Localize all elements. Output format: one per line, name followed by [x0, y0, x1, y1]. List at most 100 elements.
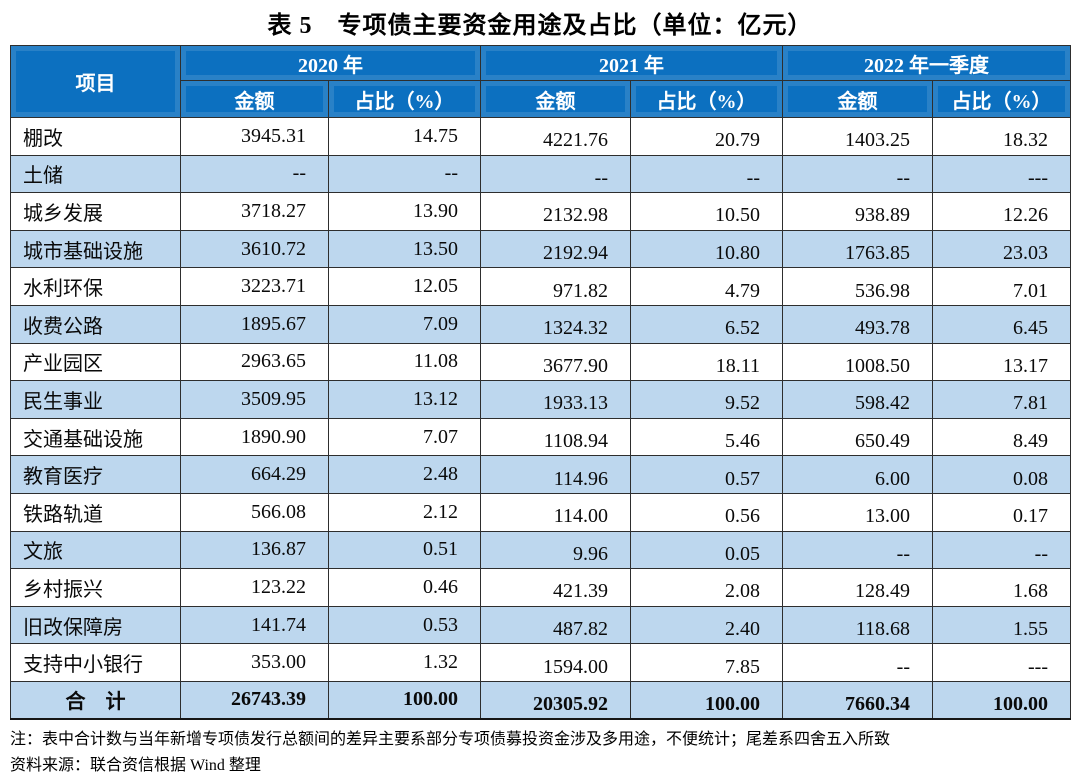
cell: 664.29 [180, 455, 329, 494]
row-label: 教育医疗 [10, 455, 181, 494]
column-header-year-2021: 2021 年 [480, 45, 783, 81]
note-line: 注：表中合计数与当年新增专项债发行总额间的差异主要系部分专项债募投资金涉及多用途… [10, 731, 891, 748]
cell: 7.07 [328, 417, 481, 457]
column-header-amount-2021: 金额 [480, 80, 631, 118]
cell: 11.08 [328, 342, 481, 382]
row-label: 收费公路 [10, 304, 181, 344]
table-row: 铁路轨道 566.08 2.12 114.00 0.56 13.00 0.17 [10, 492, 1071, 532]
row-label: 民生事业 [10, 380, 181, 419]
column-header-pct-2021: 占比（%） [630, 80, 783, 118]
row-label: 产业园区 [10, 342, 181, 382]
cell: 3718.27 [180, 192, 329, 231]
cell: 13.50 [328, 229, 481, 269]
row-label: 旧改保障房 [10, 605, 181, 645]
cell: 0.05 [630, 530, 783, 570]
cell: 353.00 [180, 643, 329, 682]
cell: 2.48 [328, 455, 481, 494]
row-label: 乡村振兴 [10, 568, 181, 607]
cell: 2.12 [328, 492, 481, 532]
cell: 136.87 [180, 530, 329, 570]
table-header: 项目 2020 年 2021 年 2022 年一季度 金额 占比（%） 金额 占… [10, 45, 1071, 118]
cell: 2192.94 [480, 229, 631, 269]
cell: 9.52 [630, 380, 783, 419]
cell: 3610.72 [180, 229, 329, 269]
table-row: 土储 -- -- -- -- -- --- [10, 154, 1071, 194]
cell: 1108.94 [480, 417, 631, 457]
table-row: 民生事业 3509.95 13.12 1933.13 9.52 598.42 7.81 [10, 380, 1071, 419]
table-row: 棚改 3945.31 14.75 4221.76 20.79 1403.25 18.32 [10, 117, 1071, 156]
cell: -- [932, 530, 1071, 570]
cell: 123.22 [180, 568, 329, 607]
cell: 6.45 [932, 304, 1071, 344]
table-row: 文旅 136.87 0.51 9.96 0.05 -- -- [10, 530, 1071, 570]
footnotes: 注：表中合计数与当年新增专项债发行总额间的差异主要系部分专项债募投资金涉及多用途… [10, 727, 1080, 778]
row-label: 棚改 [10, 117, 181, 156]
cell: 7.09 [328, 304, 481, 344]
cell: 10.80 [630, 229, 783, 269]
cell: 18.11 [630, 342, 783, 382]
cell: 2132.98 [480, 192, 631, 231]
cell: -- [180, 154, 329, 194]
table-row: 水利环保 3223.71 12.05 971.82 4.79 536.98 7.01 [10, 267, 1071, 306]
row-label: 水利环保 [10, 267, 181, 306]
cell: 13.12 [328, 380, 481, 419]
cell: 7.01 [932, 267, 1071, 306]
cell: 5.46 [630, 417, 783, 457]
cell: 3223.71 [180, 267, 329, 306]
cell: 100.00 [328, 680, 481, 720]
cell: 0.08 [932, 455, 1071, 494]
cell: 0.46 [328, 568, 481, 607]
cell: -- [782, 530, 933, 570]
cell: 1594.00 [480, 643, 631, 682]
cell: 100.00 [630, 680, 783, 720]
cell: 14.75 [328, 117, 481, 156]
cell: 4.79 [630, 267, 783, 306]
cell: 10.50 [630, 192, 783, 231]
cell: -- [480, 154, 631, 194]
source-line: 资料来源：联合资信根据 Wind 整理 [10, 756, 261, 774]
cell: 100.00 [932, 680, 1071, 720]
cell: 0.57 [630, 455, 783, 494]
row-label: 支持中小银行 [10, 643, 181, 682]
column-header-pct-2020: 占比（%） [328, 80, 481, 118]
cell: 1.55 [932, 605, 1071, 645]
cell: 1403.25 [782, 117, 933, 156]
table-row: 产业园区 2963.65 11.08 3677.90 18.11 1008.50 13.17 [10, 342, 1071, 382]
table-row: 交通基础设施 1890.90 7.07 1108.94 5.46 650.49 8.49 [10, 417, 1071, 457]
cell: -- [782, 643, 933, 682]
column-header-amount-2022q1: 金额 [782, 80, 933, 118]
cell: --- [932, 154, 1071, 194]
cell: 3677.90 [480, 342, 631, 382]
row-label: 文旅 [10, 530, 181, 570]
table-row: 支持中小银行 353.00 1.32 1594.00 7.85 -- --- [10, 643, 1071, 682]
cell: -- [328, 154, 481, 194]
page-title: 表 5 专项债主要资金用途及占比（单位：亿元） [267, 13, 813, 39]
cell: 0.56 [630, 492, 783, 532]
cell: 20305.92 [480, 680, 631, 720]
cell: 128.49 [782, 568, 933, 607]
table-row: 城乡发展 3718.27 13.90 2132.98 10.50 938.89 12.26 [10, 192, 1071, 231]
cell: 13.00 [782, 492, 933, 532]
cell: 1324.32 [480, 304, 631, 344]
cell: 1890.90 [180, 417, 329, 457]
cell: 1.32 [328, 643, 481, 682]
column-header-year-2020: 2020 年 [180, 45, 481, 81]
cell: 114.96 [480, 455, 631, 494]
cell: 1895.67 [180, 304, 329, 344]
column-header-project: 项目 [10, 45, 181, 118]
cell: 26743.39 [180, 680, 329, 720]
cell: 1763.85 [782, 229, 933, 269]
row-label: 城市基础设施 [10, 229, 181, 269]
cell: 971.82 [480, 267, 631, 306]
cell: 493.78 [782, 304, 933, 344]
cell: 487.82 [480, 605, 631, 645]
cell: 2963.65 [180, 342, 329, 382]
cell: 7.81 [932, 380, 1071, 419]
table-body: 棚改 3945.31 14.75 4221.76 20.79 1403.25 18.32 土… [10, 117, 1071, 720]
cell: 18.32 [932, 117, 1071, 156]
cell: 13.90 [328, 192, 481, 231]
cell: 536.98 [782, 267, 933, 306]
row-label: 土储 [10, 154, 181, 194]
cell: 0.53 [328, 605, 481, 645]
cell: 3509.95 [180, 380, 329, 419]
